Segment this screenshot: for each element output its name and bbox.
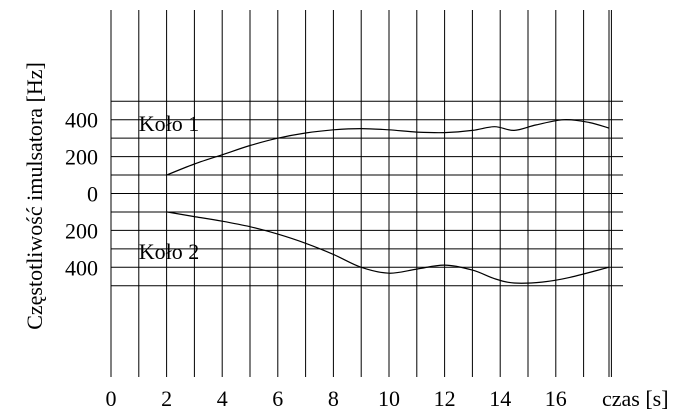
y-tick-label: 200 bbox=[65, 218, 98, 243]
y-tick-label: 0 bbox=[87, 182, 98, 207]
series-line-kolo-1 bbox=[166, 119, 609, 176]
series-line-kolo-2 bbox=[166, 211, 609, 284]
y-axis-label: Częstotliwość imulsatora [Hz] bbox=[22, 62, 47, 330]
y-tick-label: 200 bbox=[65, 145, 98, 170]
y-tick-label: 400 bbox=[65, 255, 98, 280]
x-axis-label: czas [s] bbox=[602, 386, 669, 411]
x-tick-label: 12 bbox=[434, 386, 456, 411]
x-tick-label: 2 bbox=[161, 386, 172, 411]
x-tick-label: 0 bbox=[106, 386, 117, 411]
x-tick-label: 16 bbox=[545, 386, 567, 411]
x-tick-label: 8 bbox=[328, 386, 339, 411]
curves bbox=[166, 119, 609, 284]
x-tick-label: 10 bbox=[378, 386, 400, 411]
y-tick-label: 400 bbox=[65, 108, 98, 133]
series-labels: Koło 1 Koło 2 bbox=[139, 111, 200, 264]
tick-labels: 0 2 4 6 8 10 12 14 16 400 200 0 200 400 bbox=[65, 108, 567, 411]
x-tick-label: 14 bbox=[489, 386, 511, 411]
grid bbox=[110, 10, 623, 377]
series-label-kolo-1: Koło 1 bbox=[139, 111, 200, 136]
x-tick-label: 6 bbox=[272, 386, 283, 411]
x-tick-label: 4 bbox=[217, 386, 228, 411]
series-label-kolo-2: Koło 2 bbox=[139, 239, 200, 264]
